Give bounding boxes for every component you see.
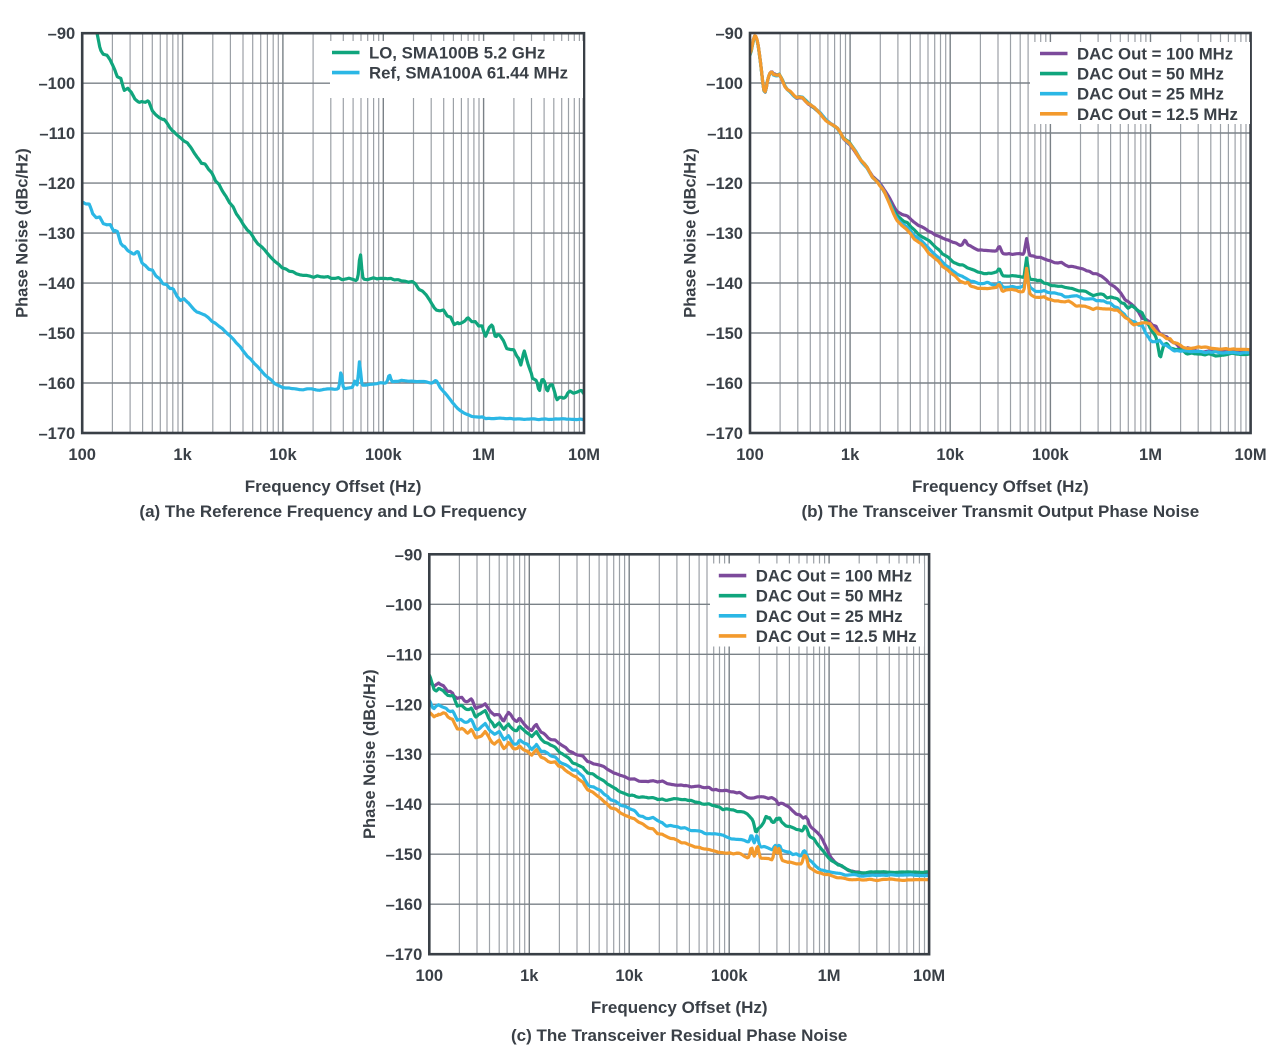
svg-text:DAC Out = 50 MHz: DAC Out = 50 MHz bbox=[1077, 65, 1224, 84]
svg-text:1k: 1k bbox=[520, 967, 539, 985]
svg-text:1M: 1M bbox=[472, 446, 495, 464]
svg-text:–150: –150 bbox=[386, 846, 423, 864]
svg-text:(a) The Reference Frequency an: (a) The Reference Frequency and LO Frequ… bbox=[139, 502, 527, 521]
svg-text:–90: –90 bbox=[48, 25, 76, 43]
svg-text:–160: –160 bbox=[706, 375, 743, 393]
svg-text:Phase Noise (dBc/Hz): Phase Noise (dBc/Hz) bbox=[14, 148, 32, 318]
svg-text:10M: 10M bbox=[913, 967, 945, 985]
svg-text:–100: –100 bbox=[386, 596, 423, 614]
svg-text:DAC Out = 25 MHz: DAC Out = 25 MHz bbox=[756, 607, 903, 626]
svg-text:–130: –130 bbox=[38, 225, 75, 243]
svg-text:–160: –160 bbox=[38, 375, 75, 393]
svg-text:–150: –150 bbox=[38, 325, 75, 343]
svg-text:100: 100 bbox=[736, 446, 764, 464]
svg-text:1k: 1k bbox=[173, 446, 192, 464]
svg-text:–110: –110 bbox=[39, 125, 75, 143]
svg-text:–110: –110 bbox=[707, 125, 743, 143]
svg-text:–120: –120 bbox=[386, 696, 423, 714]
svg-text:(c) The Transceiver Residual P: (c) The Transceiver Residual Phase Noise bbox=[511, 1026, 847, 1045]
svg-text:Ref, SMA100A 61.44 MHz: Ref, SMA100A 61.44 MHz bbox=[369, 64, 568, 83]
svg-text:–160: –160 bbox=[386, 896, 423, 914]
svg-text:–150: –150 bbox=[706, 325, 743, 343]
svg-text:–120: –120 bbox=[706, 175, 743, 193]
svg-text:100k: 100k bbox=[1032, 446, 1070, 464]
svg-text:–100: –100 bbox=[38, 75, 75, 93]
svg-text:10k: 10k bbox=[269, 446, 297, 464]
svg-text:10k: 10k bbox=[615, 967, 643, 985]
svg-text:–170: –170 bbox=[38, 425, 75, 443]
svg-text:10M: 10M bbox=[1235, 446, 1267, 464]
svg-text:–90: –90 bbox=[395, 546, 423, 564]
svg-text:DAC Out = 100 MHz: DAC Out = 100 MHz bbox=[1077, 45, 1233, 64]
svg-text:Frequency Offset (Hz): Frequency Offset (Hz) bbox=[591, 998, 768, 1017]
svg-text:–140: –140 bbox=[38, 275, 75, 293]
svg-text:–140: –140 bbox=[386, 796, 423, 814]
svg-text:1M: 1M bbox=[1139, 446, 1162, 464]
svg-text:100k: 100k bbox=[711, 967, 749, 985]
svg-text:–100: –100 bbox=[706, 75, 743, 93]
svg-text:DAC Out = 25 MHz: DAC Out = 25 MHz bbox=[1077, 85, 1224, 104]
svg-text:100: 100 bbox=[416, 967, 444, 985]
svg-text:–90: –90 bbox=[715, 25, 743, 43]
svg-text:100: 100 bbox=[68, 446, 96, 464]
svg-text:DAC Out = 12.5 MHz: DAC Out = 12.5 MHz bbox=[1077, 105, 1238, 124]
svg-text:DAC Out = 100 MHz: DAC Out = 100 MHz bbox=[756, 567, 912, 586]
svg-text:DAC Out = 12.5 MHz: DAC Out = 12.5 MHz bbox=[756, 627, 917, 646]
svg-text:10M: 10M bbox=[568, 446, 600, 464]
svg-text:100k: 100k bbox=[365, 446, 403, 464]
svg-text:–140: –140 bbox=[706, 275, 743, 293]
svg-text:LO, SMA100B 5.2 GHz: LO, SMA100B 5.2 GHz bbox=[369, 44, 545, 63]
svg-text:–110: –110 bbox=[387, 646, 423, 664]
svg-text:–170: –170 bbox=[386, 946, 423, 964]
svg-text:Phase Noise (dBc/Hz): Phase Noise (dBc/Hz) bbox=[682, 148, 700, 318]
svg-text:DAC Out = 50 MHz: DAC Out = 50 MHz bbox=[756, 587, 903, 606]
svg-text:Frequency Offset (Hz): Frequency Offset (Hz) bbox=[912, 477, 1089, 496]
svg-text:(b) The Transceiver Transmit O: (b) The Transceiver Transmit Output Phas… bbox=[801, 502, 1199, 521]
svg-text:Phase Noise (dBc/Hz): Phase Noise (dBc/Hz) bbox=[361, 669, 379, 839]
svg-text:–120: –120 bbox=[38, 175, 75, 193]
svg-text:Frequency Offset (Hz): Frequency Offset (Hz) bbox=[245, 477, 422, 496]
svg-text:10k: 10k bbox=[936, 446, 964, 464]
svg-text:–130: –130 bbox=[386, 746, 423, 764]
svg-text:1k: 1k bbox=[841, 446, 860, 464]
svg-text:–170: –170 bbox=[706, 425, 743, 443]
svg-text:–130: –130 bbox=[706, 225, 743, 243]
svg-text:1M: 1M bbox=[818, 967, 841, 985]
